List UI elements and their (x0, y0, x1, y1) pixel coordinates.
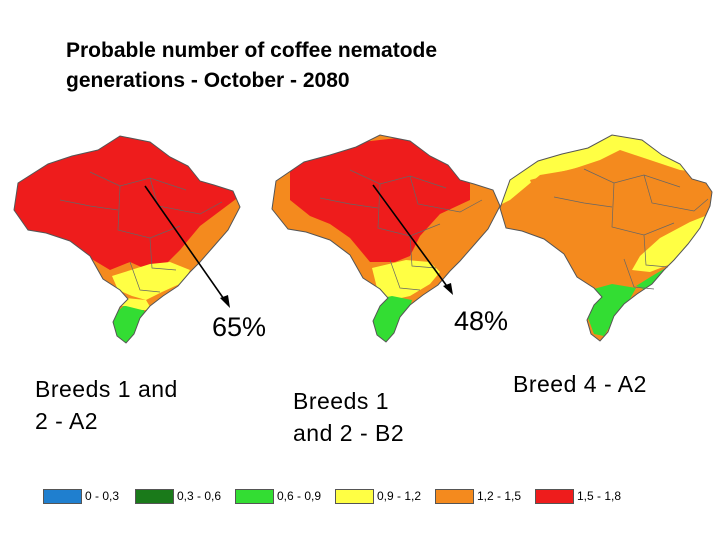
arrow-48 (372, 184, 453, 295)
legend-label: 1,5 - 1,8 (577, 489, 622, 503)
legend-item: 0,3 - 0,6 (135, 486, 221, 506)
page-title: Probable number of coffee nematode gener… (66, 39, 438, 92)
legend-label: 0,9 - 1,2 (377, 489, 422, 503)
legend-item: 0,6 - 0,9 (235, 486, 321, 506)
legend-label: 1,2 - 1,5 (477, 489, 522, 503)
caption-breeds-1-2-b2: Breeds 1 and 2 - B2 (293, 388, 405, 446)
legend-label: 0,3 - 0,6 (177, 489, 222, 503)
percent-label-65: 65% (212, 312, 267, 342)
arrow-65 (144, 185, 230, 308)
legend-swatch (235, 488, 274, 504)
legend-swatch (43, 488, 82, 504)
legend-item: 1,2 - 1,5 (435, 486, 521, 506)
legend-label: 0,6 - 0,9 (277, 489, 322, 503)
legend-item: 0,9 - 1,2 (335, 486, 421, 506)
legend-item: 0 - 0,3 (43, 486, 119, 506)
map-breed-4-a2 (499, 134, 713, 342)
legend-swatch (335, 488, 374, 504)
caption-breed-4-a2: Breed 4 - A2 (513, 371, 647, 397)
legend-label: 0 - 0,3 (85, 489, 120, 503)
legend-swatch (135, 488, 174, 504)
percent-label-48: 48% (454, 306, 509, 336)
legend-swatch (435, 488, 474, 504)
legend-item: 1,5 - 1,8 (535, 486, 621, 506)
legend-swatch (535, 488, 574, 504)
caption-breeds-1-2-a2: Breeds 1 and 2 - A2 (35, 376, 178, 434)
